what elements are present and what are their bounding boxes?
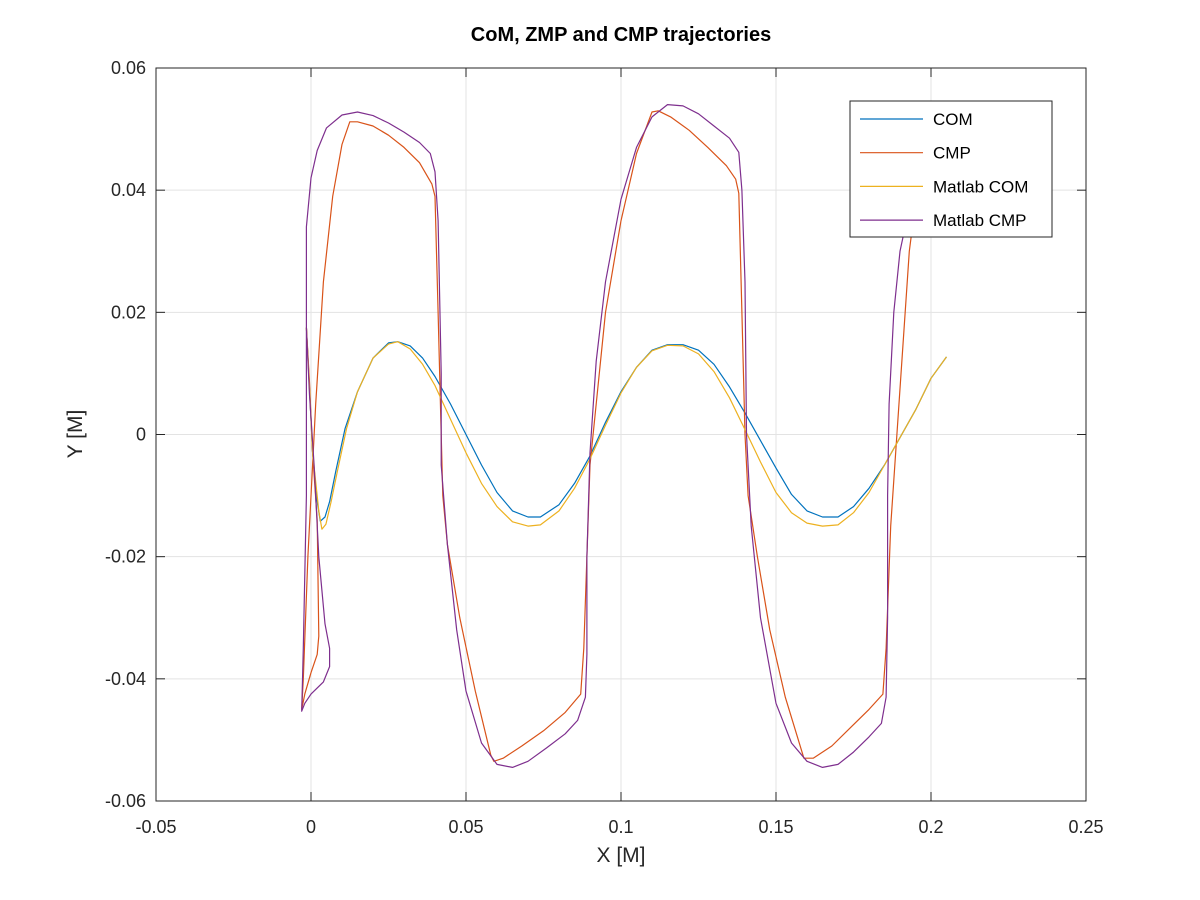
y-tick-label: -0.06 (105, 791, 146, 811)
x-axis-label: X [M] (596, 844, 645, 867)
y-tick-label: 0.02 (111, 302, 146, 322)
x-tick-label: 0.05 (448, 817, 483, 837)
y-tick-label: 0.04 (111, 180, 146, 200)
series-line-com (305, 327, 947, 522)
legend-label: COM (933, 110, 973, 129)
y-tick-label: -0.04 (105, 669, 146, 689)
ticks: -0.05 0 0.05 0.1 0.15 0.2 0.25 -0.06 -0.04 -0.02 0… (105, 58, 1104, 837)
series-line-matlab-com (305, 327, 947, 530)
chart-title: CoM, ZMP and CMP trajectories (471, 24, 771, 46)
series-layer (301, 104, 947, 768)
x-tick-label: 0.15 (758, 817, 793, 837)
legend-label: Matlab COM (933, 177, 1028, 196)
legend: COM CMP Matlab COM Matlab CMP (849, 100, 1053, 238)
x-tick-label: 0.2 (918, 817, 943, 837)
y-tick-label: 0.06 (111, 58, 146, 78)
legend-label: CMP (933, 144, 971, 163)
series-line-matlab-cmp (301, 104, 909, 768)
y-axis-label: Y [M] (64, 410, 87, 459)
y-tick-label: 0 (136, 425, 146, 445)
x-tick-label: -0.05 (135, 817, 176, 837)
legend-box (849, 100, 1053, 238)
series-line-cmp (301, 110, 915, 762)
x-tick-label: 0 (306, 817, 316, 837)
x-tick-label: 0.1 (608, 817, 633, 837)
x-tick-label: 0.25 (1068, 817, 1103, 837)
y-tick-label: -0.02 (105, 547, 146, 567)
legend-label: Matlab CMP (933, 211, 1027, 230)
